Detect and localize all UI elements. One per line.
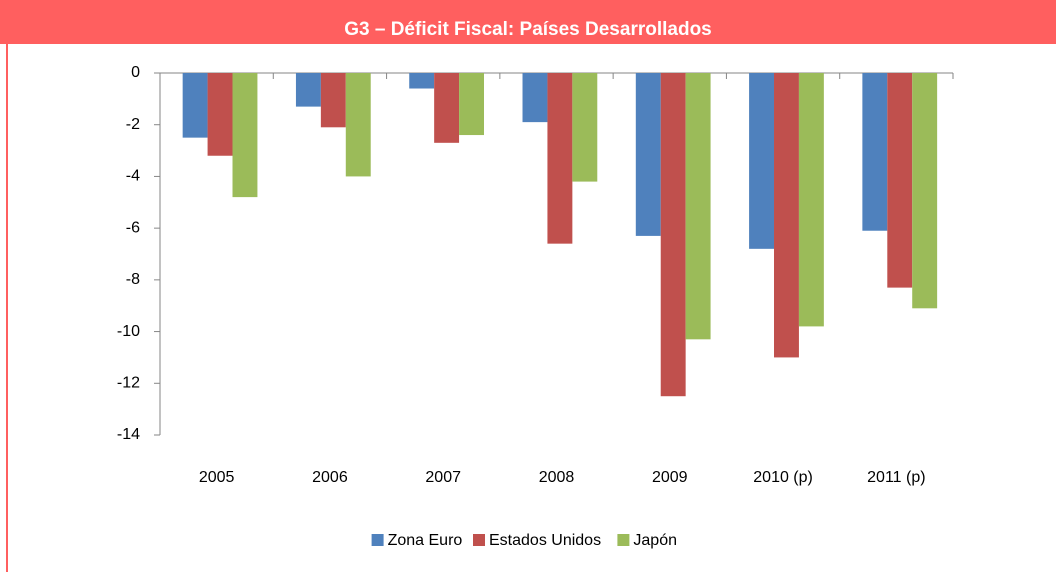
x-tick-label: 2008 xyxy=(539,469,575,486)
y-tick-label: 0 xyxy=(131,64,140,81)
bar xyxy=(887,73,913,288)
bar xyxy=(207,73,233,156)
x-tick-label: 2009 xyxy=(652,469,688,486)
bar xyxy=(572,73,598,182)
bar xyxy=(749,73,775,249)
y-tick-label: -10 xyxy=(117,323,140,340)
title-bar xyxy=(0,0,1056,44)
x-tick-label: 2005 xyxy=(199,469,235,486)
x-tick-label: 2011 (p) xyxy=(867,469,925,486)
y-tick-label: -6 xyxy=(126,219,140,236)
bar xyxy=(434,73,460,143)
bar xyxy=(295,73,321,107)
bar xyxy=(547,73,573,244)
bar xyxy=(459,73,484,136)
bar xyxy=(522,73,548,123)
legend-swatch xyxy=(617,534,630,546)
legend-label: Japón xyxy=(633,532,677,549)
legend-swatch xyxy=(473,534,485,546)
chart-title: G3 – Déficit Fiscal: Países Desarrollado… xyxy=(344,19,712,40)
bar xyxy=(182,73,208,138)
bar xyxy=(798,73,824,327)
y-tick-label: -4 xyxy=(126,168,140,185)
bar xyxy=(912,73,938,309)
bar xyxy=(345,73,371,177)
y-tick-label: -8 xyxy=(126,271,140,288)
x-tick-label: 2010 (p) xyxy=(753,469,813,486)
y-tick-label: -14 xyxy=(117,426,140,443)
bar xyxy=(232,73,258,198)
y-tick-label: -2 xyxy=(126,116,140,133)
bar xyxy=(409,73,435,89)
bar xyxy=(635,73,661,236)
legend-swatch xyxy=(371,534,384,546)
bar xyxy=(685,73,711,340)
x-tick-label: 2007 xyxy=(425,469,461,486)
legend-label: Estados Unidos xyxy=(489,532,601,549)
bar xyxy=(774,73,799,358)
y-tick-label: -12 xyxy=(117,375,140,392)
x-tick-label: 2006 xyxy=(312,469,348,486)
bar xyxy=(320,73,346,128)
bar xyxy=(862,73,888,231)
bar xyxy=(660,73,686,397)
legend-label: Zona Euro xyxy=(388,532,463,549)
